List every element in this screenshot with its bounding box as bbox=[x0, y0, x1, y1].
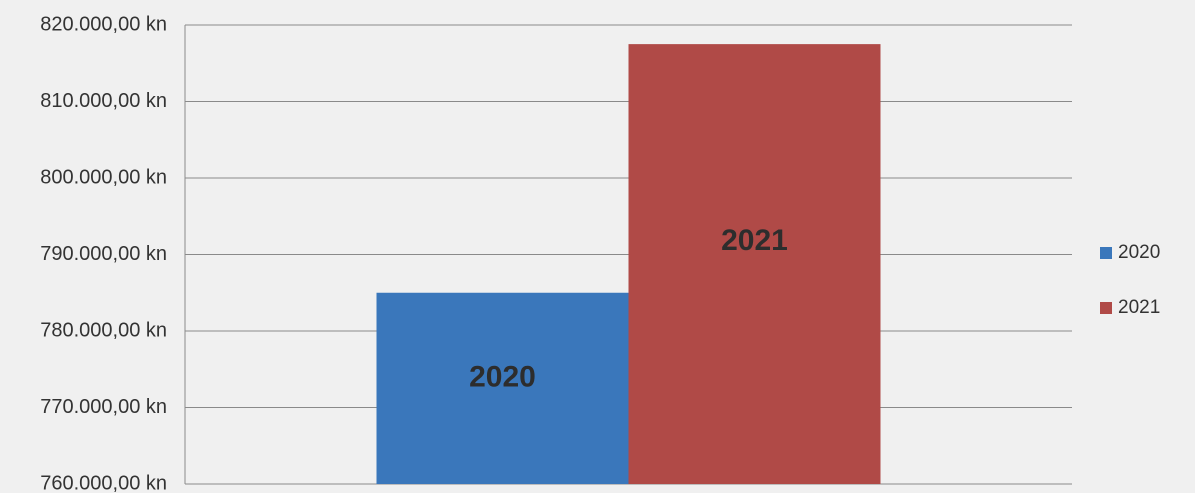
legend-label: 2020 bbox=[1118, 242, 1160, 263]
y-tick-label: 780.000,00 kn bbox=[40, 319, 167, 341]
y-tick-label: 770.000,00 kn bbox=[40, 396, 167, 418]
data-label: 2020 bbox=[469, 361, 536, 394]
y-tick-label: 800.000,00 kn bbox=[40, 166, 167, 188]
data-label: 2021 bbox=[721, 224, 788, 257]
legend-label: 2021 bbox=[1118, 297, 1160, 318]
y-tick-label: 810.000,00 kn bbox=[40, 90, 167, 112]
y-tick-label: 790.000,00 kn bbox=[40, 243, 167, 265]
y-tick-label: 760.000,00 kn bbox=[40, 472, 167, 493]
legend-swatch bbox=[1100, 247, 1112, 259]
bar bbox=[376, 292, 629, 484]
bar bbox=[628, 44, 881, 484]
legend-swatch bbox=[1100, 302, 1112, 314]
y-tick-label: 820.000,00 kn bbox=[40, 13, 167, 35]
